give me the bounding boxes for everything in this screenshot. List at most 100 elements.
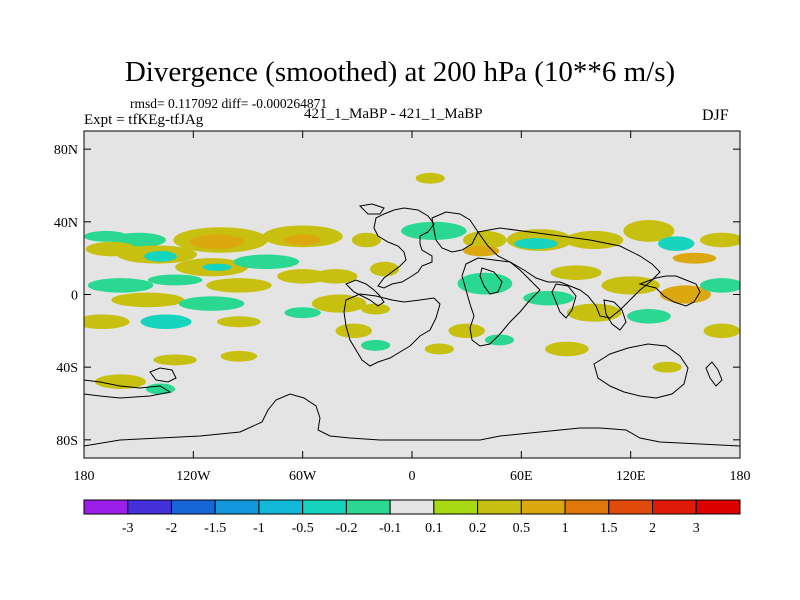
india-coastline bbox=[551, 283, 577, 319]
colorbar-swatch bbox=[652, 499, 697, 515]
contour-region-14 bbox=[111, 292, 185, 308]
map-background bbox=[84, 131, 740, 458]
southeast-asia-coastline bbox=[603, 299, 627, 331]
colorbar-swatch bbox=[345, 499, 391, 515]
colorbar-label: 1 bbox=[562, 521, 569, 536]
contour-region-57 bbox=[627, 430, 737, 442]
contour-region-31 bbox=[457, 272, 513, 295]
contour-region-23 bbox=[94, 374, 146, 389]
islands-coastline bbox=[84, 367, 177, 399]
contour-region-40 bbox=[565, 230, 624, 250]
contour-region-52 bbox=[523, 290, 575, 306]
contour-region-55 bbox=[475, 180, 513, 191]
colorbar-swatch bbox=[170, 499, 216, 515]
colorbar-label: 0.2 bbox=[469, 521, 487, 536]
north-america-coastline bbox=[373, 207, 435, 289]
contour-region-10 bbox=[277, 269, 329, 284]
contour-region-36 bbox=[463, 230, 507, 250]
contour-region-26 bbox=[311, 294, 367, 313]
contour-region-44 bbox=[672, 252, 717, 264]
coastlines bbox=[84, 203, 740, 447]
colorbar-label: 1.5 bbox=[600, 521, 618, 536]
pacific-islands-coastline bbox=[638, 275, 701, 307]
colorbar-swatch bbox=[520, 499, 566, 515]
contour-region-24 bbox=[145, 383, 176, 395]
colorbar-swatch bbox=[389, 499, 435, 515]
contour-region-32 bbox=[448, 323, 485, 339]
contour-region-39 bbox=[514, 238, 558, 250]
x-tick-label: 60W bbox=[289, 469, 317, 484]
contour-region-33 bbox=[424, 343, 454, 355]
contour-region-41 bbox=[623, 220, 675, 242]
contour-regions bbox=[84, 172, 740, 442]
asia-coastline bbox=[477, 227, 661, 319]
contour-region-45 bbox=[550, 265, 602, 280]
x-tick-label: 180 bbox=[74, 469, 95, 484]
x-tick-label: 0 bbox=[409, 469, 416, 484]
contour-region-51 bbox=[703, 323, 740, 339]
contour-region-42 bbox=[658, 236, 695, 251]
contour-region-28 bbox=[360, 339, 391, 351]
x-tick-label: 120E bbox=[616, 469, 646, 484]
colorbar-label: -2 bbox=[166, 521, 178, 536]
colorbar-label: -0.5 bbox=[292, 521, 314, 536]
contour-region-29 bbox=[370, 261, 400, 277]
new-zealand-coastline bbox=[705, 361, 723, 387]
colorbar-label: -0.2 bbox=[335, 521, 357, 536]
experiment-label: Expt = tfKEg-tfJAg bbox=[84, 112, 204, 128]
contour-region-20 bbox=[313, 269, 358, 284]
colorbar-label: -0.1 bbox=[379, 521, 401, 536]
colorbar-label: 0.1 bbox=[425, 521, 443, 536]
contour-region-25 bbox=[220, 350, 258, 362]
y-tick-label: 80S bbox=[56, 434, 78, 449]
contour-region-27 bbox=[335, 323, 372, 339]
colorbar-swatch bbox=[214, 499, 260, 515]
x-tick-label: 180 bbox=[730, 469, 751, 484]
contour-region-19 bbox=[284, 307, 321, 319]
contour-region-12 bbox=[147, 274, 203, 286]
colorbar-swatch bbox=[127, 499, 172, 515]
colorbar-swatch bbox=[564, 499, 610, 515]
colorbar-swatch bbox=[258, 499, 304, 515]
contour-region-3 bbox=[84, 230, 128, 242]
contour-region-18 bbox=[217, 316, 261, 328]
europe-coastline bbox=[431, 211, 479, 253]
antarctica-coastline bbox=[84, 393, 740, 447]
comparison-label: 421_1_MaBP - 421_1_MaBP bbox=[304, 106, 483, 122]
colorbar-swatch bbox=[477, 499, 522, 515]
colorbar-label: 3 bbox=[693, 521, 700, 536]
y-tick-label: 40S bbox=[56, 361, 78, 376]
y-tick-label: 40N bbox=[54, 216, 78, 231]
australia-coastline bbox=[593, 343, 689, 399]
contour-region-17 bbox=[140, 314, 192, 330]
colorbar-label: -3 bbox=[122, 521, 134, 536]
contour-region-22 bbox=[153, 354, 197, 366]
season-label: DJF bbox=[702, 107, 729, 124]
south-america-coastline bbox=[343, 293, 441, 367]
arctic-islands-coastline bbox=[358, 203, 385, 215]
colorbar-label: -1.5 bbox=[204, 521, 226, 536]
colorbar-swatch bbox=[695, 499, 741, 515]
colorbar-swatch bbox=[608, 499, 654, 515]
colorbar-swatch bbox=[433, 499, 479, 515]
contour-region-49 bbox=[566, 303, 622, 322]
x-tick-label: 120W bbox=[176, 469, 211, 484]
contour-region-21 bbox=[351, 232, 382, 248]
contour-region-11 bbox=[206, 278, 272, 293]
colorbar-swatch bbox=[83, 499, 129, 515]
contour-region-48 bbox=[699, 278, 740, 293]
contour-region-16 bbox=[84, 314, 130, 330]
contour-region-6 bbox=[144, 250, 177, 262]
y-tick-label: 0 bbox=[71, 289, 78, 304]
colorbar: -3 -2 -1.5 -1 -0.5 -0.2 -0.1 0.1 0.2 0.5 1 1.5 2 3 bbox=[83, 499, 741, 536]
contour-region-13 bbox=[87, 278, 154, 293]
axis-ticks: 180 120W 60W 0 60E 120E 180 80N 40N 0 40S 80S bbox=[54, 131, 751, 484]
contour-region-56 bbox=[415, 172, 445, 184]
contour-region-43 bbox=[699, 232, 740, 248]
colorbar-label: 2 bbox=[649, 521, 656, 536]
contour-region-47 bbox=[659, 285, 711, 304]
contour-region-37 bbox=[463, 245, 500, 257]
statistics-label: rmsd= 0.117092 diff= -0.000264871 bbox=[130, 96, 328, 111]
contour-region-50 bbox=[627, 309, 671, 324]
